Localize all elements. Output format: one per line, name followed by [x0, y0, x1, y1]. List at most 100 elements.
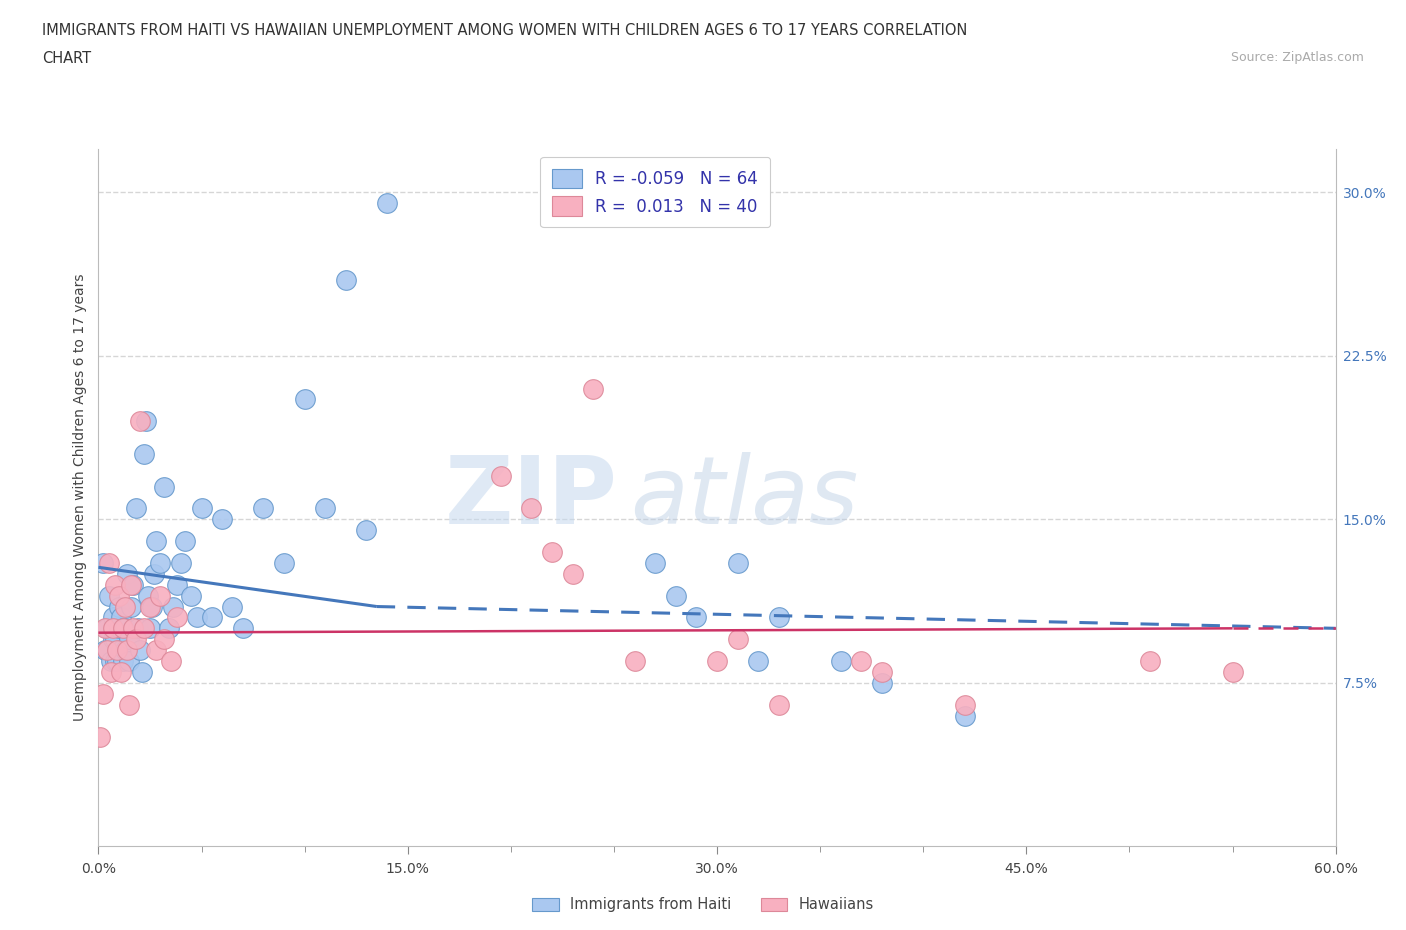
Text: ZIP: ZIP — [446, 452, 619, 543]
Point — [108, 599, 131, 614]
Point — [141, 599, 163, 614]
Point — [582, 381, 605, 396]
Point — [139, 599, 162, 614]
Point — [727, 631, 749, 646]
Point — [145, 643, 167, 658]
Legend: Immigrants from Haiti, Hawaiians: Immigrants from Haiti, Hawaiians — [526, 891, 880, 918]
Point — [685, 610, 707, 625]
Point — [108, 588, 131, 603]
Point — [114, 599, 136, 614]
Point — [124, 501, 146, 516]
Point — [830, 654, 852, 669]
Point — [104, 578, 127, 592]
Point — [252, 501, 274, 516]
Point — [170, 555, 193, 570]
Point — [870, 675, 893, 690]
Point — [870, 665, 893, 680]
Point — [273, 555, 295, 570]
Point — [190, 501, 212, 516]
Point — [335, 272, 357, 287]
Point — [124, 631, 146, 646]
Point — [162, 599, 184, 614]
Point — [166, 578, 188, 592]
Point — [201, 610, 224, 625]
Point — [153, 631, 176, 646]
Point — [108, 621, 131, 636]
Point — [101, 631, 124, 646]
Point — [97, 588, 120, 603]
Point — [768, 610, 790, 625]
Point — [122, 578, 145, 592]
Point — [132, 621, 155, 636]
Point — [145, 534, 167, 549]
Point — [953, 708, 976, 723]
Point — [112, 621, 135, 636]
Point — [727, 555, 749, 570]
Point — [97, 555, 120, 570]
Point — [211, 512, 233, 526]
Point — [356, 523, 378, 538]
Point — [93, 643, 115, 658]
Point — [122, 621, 145, 636]
Point — [1222, 665, 1244, 680]
Point — [91, 555, 114, 570]
Point — [851, 654, 873, 669]
Point — [375, 196, 398, 211]
Point — [105, 643, 128, 658]
Point — [747, 654, 769, 669]
Point — [93, 621, 115, 636]
Text: atlas: atlas — [630, 452, 859, 543]
Point — [104, 631, 127, 646]
Point — [101, 621, 124, 636]
Point — [314, 501, 336, 516]
Point — [1139, 654, 1161, 669]
Point — [159, 654, 181, 669]
Point — [101, 610, 124, 625]
Point — [541, 545, 564, 560]
Point — [110, 610, 132, 625]
Point — [623, 654, 645, 669]
Point — [112, 621, 135, 636]
Point — [128, 414, 150, 429]
Point — [117, 566, 139, 581]
Point — [135, 414, 157, 429]
Point — [117, 643, 139, 658]
Point — [139, 621, 162, 636]
Point — [127, 621, 149, 636]
Point — [120, 599, 142, 614]
Point — [112, 654, 135, 669]
Point — [104, 654, 127, 669]
Y-axis label: Unemployment Among Women with Children Ages 6 to 17 years: Unemployment Among Women with Children A… — [73, 273, 87, 722]
Point — [110, 665, 132, 680]
Point — [768, 698, 790, 712]
Point — [232, 621, 254, 636]
Point — [96, 643, 118, 658]
Point — [105, 654, 128, 669]
Point — [91, 686, 114, 701]
Point — [489, 469, 512, 484]
Point — [136, 588, 159, 603]
Point — [221, 599, 243, 614]
Point — [157, 621, 180, 636]
Text: CHART: CHART — [42, 51, 91, 66]
Text: Source: ZipAtlas.com: Source: ZipAtlas.com — [1230, 51, 1364, 64]
Point — [149, 555, 172, 570]
Point — [180, 588, 202, 603]
Point — [644, 555, 666, 570]
Point — [706, 654, 728, 669]
Point — [520, 501, 543, 516]
Point — [100, 665, 122, 680]
Point — [118, 654, 141, 669]
Legend: R = -0.059   N = 64, R =  0.013   N = 40: R = -0.059 N = 64, R = 0.013 N = 40 — [540, 157, 770, 227]
Point — [96, 621, 118, 636]
Point — [294, 392, 316, 407]
Point — [131, 665, 153, 680]
Point — [953, 698, 976, 712]
Point — [174, 534, 197, 549]
Point — [166, 610, 188, 625]
Point — [153, 479, 176, 494]
Point — [120, 578, 142, 592]
Point — [149, 588, 172, 603]
Point — [143, 566, 166, 581]
Text: IMMIGRANTS FROM HAITI VS HAWAIIAN UNEMPLOYMENT AMONG WOMEN WITH CHILDREN AGES 6 : IMMIGRANTS FROM HAITI VS HAWAIIAN UNEMPL… — [42, 23, 967, 38]
